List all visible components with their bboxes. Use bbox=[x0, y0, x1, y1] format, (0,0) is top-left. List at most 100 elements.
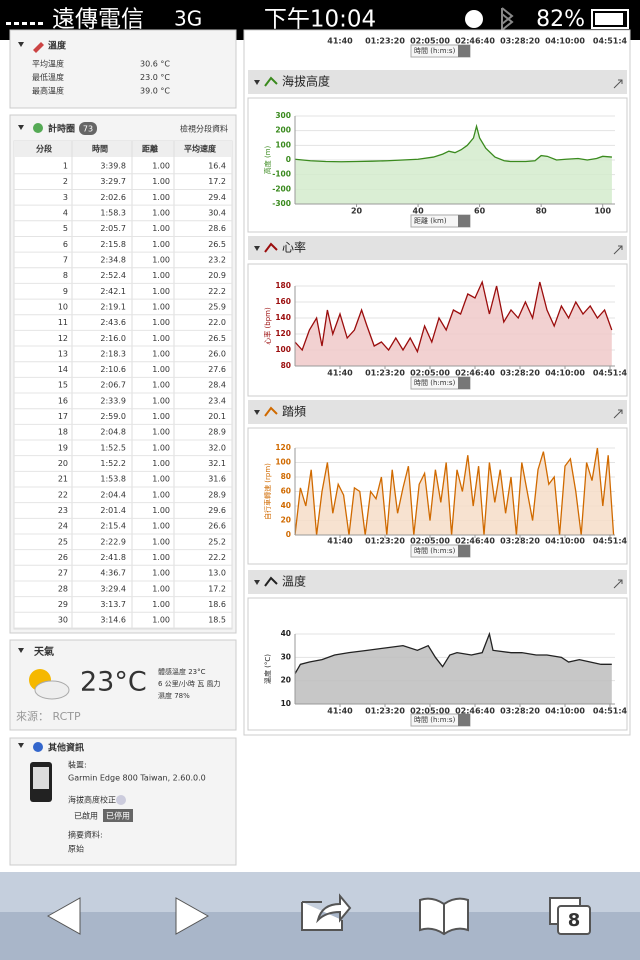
cell: 2:02.6 bbox=[100, 193, 126, 202]
series-line bbox=[294, 279, 613, 354]
y-tick-label: 60 bbox=[281, 487, 291, 496]
expand-icon[interactable] bbox=[613, 409, 623, 419]
y-tick-label: 10 bbox=[281, 699, 291, 708]
cell: 2:33.9 bbox=[100, 396, 126, 405]
cell: 17 bbox=[58, 412, 68, 421]
expand-icon[interactable] bbox=[613, 79, 623, 89]
collapse-arrow bbox=[254, 246, 260, 251]
back-button[interactable] bbox=[46, 897, 81, 935]
series-line bbox=[294, 123, 612, 163]
cell: 4 bbox=[63, 208, 68, 217]
cell: 20.9 bbox=[208, 271, 226, 280]
badge bbox=[79, 122, 97, 135]
x-tick-label: 03:28:20 bbox=[500, 707, 540, 716]
laps-icon bbox=[33, 123, 43, 133]
cell: 1.00 bbox=[152, 396, 170, 405]
expand-icon[interactable] bbox=[613, 245, 623, 255]
cell: 26.5 bbox=[208, 334, 226, 343]
cell: 2:18.3 bbox=[100, 349, 126, 358]
tabs-button[interactable] bbox=[557, 905, 591, 935]
x-tick-label: 02:46:40 bbox=[455, 537, 495, 546]
temp-icon bbox=[33, 42, 44, 53]
x-tick-label: 02:05:00 bbox=[410, 369, 450, 378]
bluetooth-icon bbox=[501, 7, 514, 33]
cell: 1.00 bbox=[152, 412, 170, 421]
cell: 12 bbox=[58, 334, 68, 343]
chart-icon bbox=[264, 242, 278, 253]
selector-arrow bbox=[458, 545, 470, 557]
col-header: 平均速度 bbox=[184, 144, 217, 154]
y-axis-label: 高度 (m) bbox=[263, 145, 272, 174]
cell: 3:29.7 bbox=[100, 177, 126, 186]
cell: 13.0 bbox=[208, 569, 226, 578]
chart-icon bbox=[264, 576, 278, 587]
cell: 9 bbox=[63, 287, 68, 296]
x-tick-label: 02:46:40 bbox=[455, 37, 495, 46]
y-tick-label: 120 bbox=[275, 329, 291, 338]
x-tick-label: 60 bbox=[474, 207, 486, 216]
laps-header bbox=[14, 141, 232, 157]
cell: 1.00 bbox=[152, 224, 170, 233]
cell: 1.00 bbox=[152, 600, 170, 609]
cell: 1.00 bbox=[152, 208, 170, 217]
cell: 31.6 bbox=[208, 475, 226, 484]
share-button[interactable] bbox=[301, 893, 352, 931]
cell: 17.2 bbox=[208, 177, 226, 186]
weather-detail: 體感溫度 23°C bbox=[158, 667, 206, 676]
help-icon[interactable] bbox=[116, 795, 126, 805]
panel-title: 其他資訊 bbox=[48, 742, 84, 754]
cell: 32.1 bbox=[208, 459, 226, 468]
row-label: 最高溫度 bbox=[32, 86, 64, 96]
cell: 17.2 bbox=[208, 584, 226, 593]
cell: 30 bbox=[58, 616, 68, 625]
cell: 1:52.5 bbox=[100, 443, 126, 452]
signal bbox=[6, 22, 43, 25]
bookmarks-button[interactable] bbox=[419, 897, 469, 936]
info-icon bbox=[33, 742, 43, 752]
button-label: 已停用 bbox=[106, 811, 130, 821]
cell: 20 bbox=[58, 459, 68, 468]
expand-icon[interactable] bbox=[613, 579, 623, 589]
y-tick-label: -300 bbox=[272, 199, 291, 208]
y-tick-label: 20 bbox=[281, 516, 291, 525]
cell: 2:52.4 bbox=[100, 271, 126, 280]
collapse-arrow bbox=[254, 80, 260, 85]
x-tick-label: 02:05:00 bbox=[410, 37, 450, 46]
cell: 1:52.2 bbox=[100, 459, 126, 468]
cell: 1.00 bbox=[152, 287, 170, 296]
chart-header bbox=[248, 570, 627, 594]
temp-panel bbox=[9, 29, 237, 109]
cell: 28 bbox=[58, 584, 68, 593]
panel-title: 溫度 bbox=[48, 40, 67, 52]
cell: 4:36.7 bbox=[100, 569, 126, 578]
selector-label: 時間 (h:m:s) bbox=[414, 547, 456, 555]
row-label: 平均溫度 bbox=[32, 59, 64, 69]
info-label: 海拔高度校正 bbox=[68, 795, 116, 805]
cell: 28.9 bbox=[208, 428, 226, 437]
battery-icon bbox=[591, 9, 629, 29]
collapse-arrow bbox=[254, 580, 260, 585]
y-tick-label: 180 bbox=[275, 281, 291, 290]
network: 3G bbox=[174, 7, 202, 31]
forward-button[interactable] bbox=[175, 897, 210, 935]
cell: 25.2 bbox=[208, 537, 226, 546]
weather-detail: 濕度 78% bbox=[158, 691, 190, 700]
cell: 6 bbox=[63, 240, 68, 249]
cell: 26.5 bbox=[208, 240, 226, 249]
cell: 1:58.3 bbox=[100, 208, 126, 217]
toolbar-shine bbox=[0, 872, 640, 912]
battery-text: 82% bbox=[536, 7, 585, 32]
cell: 2:42.1 bbox=[100, 287, 126, 296]
cell: 22.2 bbox=[208, 553, 226, 562]
x-tick-label: 04:10:00 bbox=[545, 37, 585, 46]
cell: 22.2 bbox=[208, 287, 226, 296]
cell: 2:19.1 bbox=[100, 302, 126, 311]
cell: 28.4 bbox=[208, 381, 226, 390]
cell: 1.00 bbox=[152, 240, 170, 249]
info-label: 裝置: bbox=[68, 760, 87, 770]
cell: 23.2 bbox=[208, 255, 226, 264]
x-tick-label: 100 bbox=[594, 207, 611, 216]
y-axis-label: 溫度 (°C) bbox=[263, 654, 272, 684]
chart-title: 踏頻 bbox=[282, 405, 306, 419]
disabled-button[interactable] bbox=[103, 809, 133, 822]
